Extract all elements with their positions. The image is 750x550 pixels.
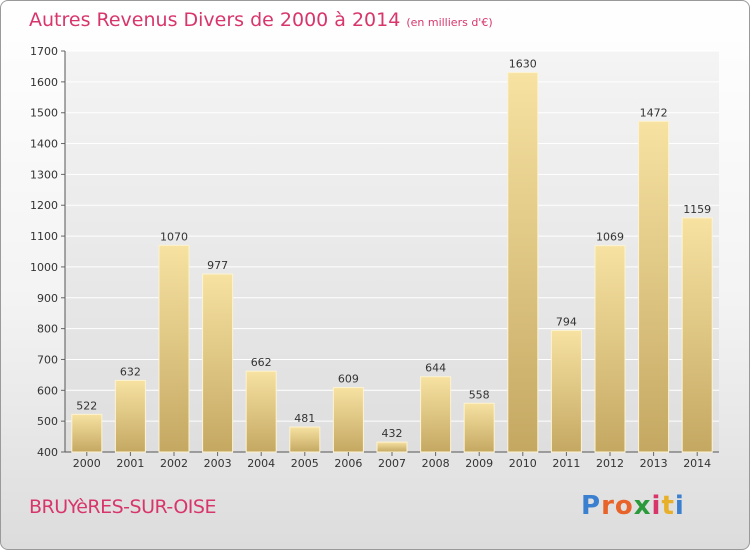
logo-letter: t [661,491,675,521]
logo-letter: x [633,491,652,521]
bar-value-label: 609 [338,373,359,386]
bar [463,402,495,453]
bar [376,441,408,453]
bar-value-label: 977 [207,259,228,272]
commune-name: BRUYèRES-SUR-OISE [29,496,216,518]
bar [158,244,190,453]
bar-value-label: 481 [294,412,315,425]
x-tick-label: 2011 [552,457,580,470]
x-tick-label: 2004 [247,457,275,470]
x-tick-label: 2007 [378,457,406,470]
bar-value-label: 794 [556,315,577,328]
bar [507,72,539,453]
y-tick-label: 500 [37,415,58,428]
x-tick-label: 2001 [116,457,144,470]
x-tick-label: 2012 [596,457,624,470]
y-tick-label: 1700 [30,45,58,58]
bar [681,217,713,453]
x-tick-label: 2010 [509,457,537,470]
bar-value-label: 1069 [596,231,624,244]
bar-value-label: 432 [382,427,403,440]
x-tick-label: 2013 [640,457,668,470]
y-tick-label: 700 [37,353,58,366]
y-tick-label: 400 [37,446,58,459]
bar [420,376,452,453]
bar [202,273,234,453]
proxiti-logo: Proxiti [581,491,685,521]
bar-value-label: 1070 [160,230,188,243]
bar-value-label: 644 [425,362,446,375]
logo-letter: r [601,491,615,521]
bar-value-label: 1159 [683,203,711,216]
logo-letter: o [614,491,634,521]
x-tick-label: 2014 [683,457,711,470]
y-tick-label: 1000 [30,261,58,274]
title-unit: (en milliers d'€) [406,16,493,29]
y-tick-label: 600 [37,384,58,397]
y-tick-label: 900 [37,292,58,305]
y-tick-label: 800 [37,323,58,336]
bar [332,387,364,453]
bar-value-label: 1630 [509,58,537,71]
bar-value-label: 632 [120,365,141,378]
y-tick-label: 1500 [30,107,58,120]
y-tick-label: 1100 [30,230,58,243]
y-tick-label: 1200 [30,199,58,212]
x-tick-label: 2006 [334,457,362,470]
x-tick-label: 2008 [422,457,450,470]
x-tick-label: 2000 [73,457,101,470]
bar [289,426,321,453]
x-tick-label: 2002 [160,457,188,470]
x-tick-label: 2003 [204,457,232,470]
y-tick-label: 1600 [30,76,58,89]
logo-letter: i [651,491,662,521]
plot-area: 400 500 600 700 800 900 1000 1100 1200 1300 1400 15… [30,45,719,470]
logo-letter: P [581,491,602,521]
bar [114,379,146,453]
bar-value-label: 662 [251,356,272,369]
x-tick-label: 2005 [291,457,319,470]
y-tick-label: 1400 [30,138,58,151]
y-tick-label: 1300 [30,168,58,181]
bar [71,413,103,453]
chart-title: Autres Revenus Divers de 2000 à 2014 (en … [29,9,493,31]
x-tick-label: 2009 [465,457,493,470]
bar-value-label: 558 [469,388,490,401]
bar-value-label: 522 [76,399,97,412]
title-text: Autres Revenus Divers de 2000 à 2014 [29,9,401,31]
bar-value-label: 1472 [640,106,668,119]
bar [594,245,626,453]
bar [550,329,582,453]
logo-letter: i [674,491,685,521]
bar [638,120,670,453]
bar [245,370,277,453]
